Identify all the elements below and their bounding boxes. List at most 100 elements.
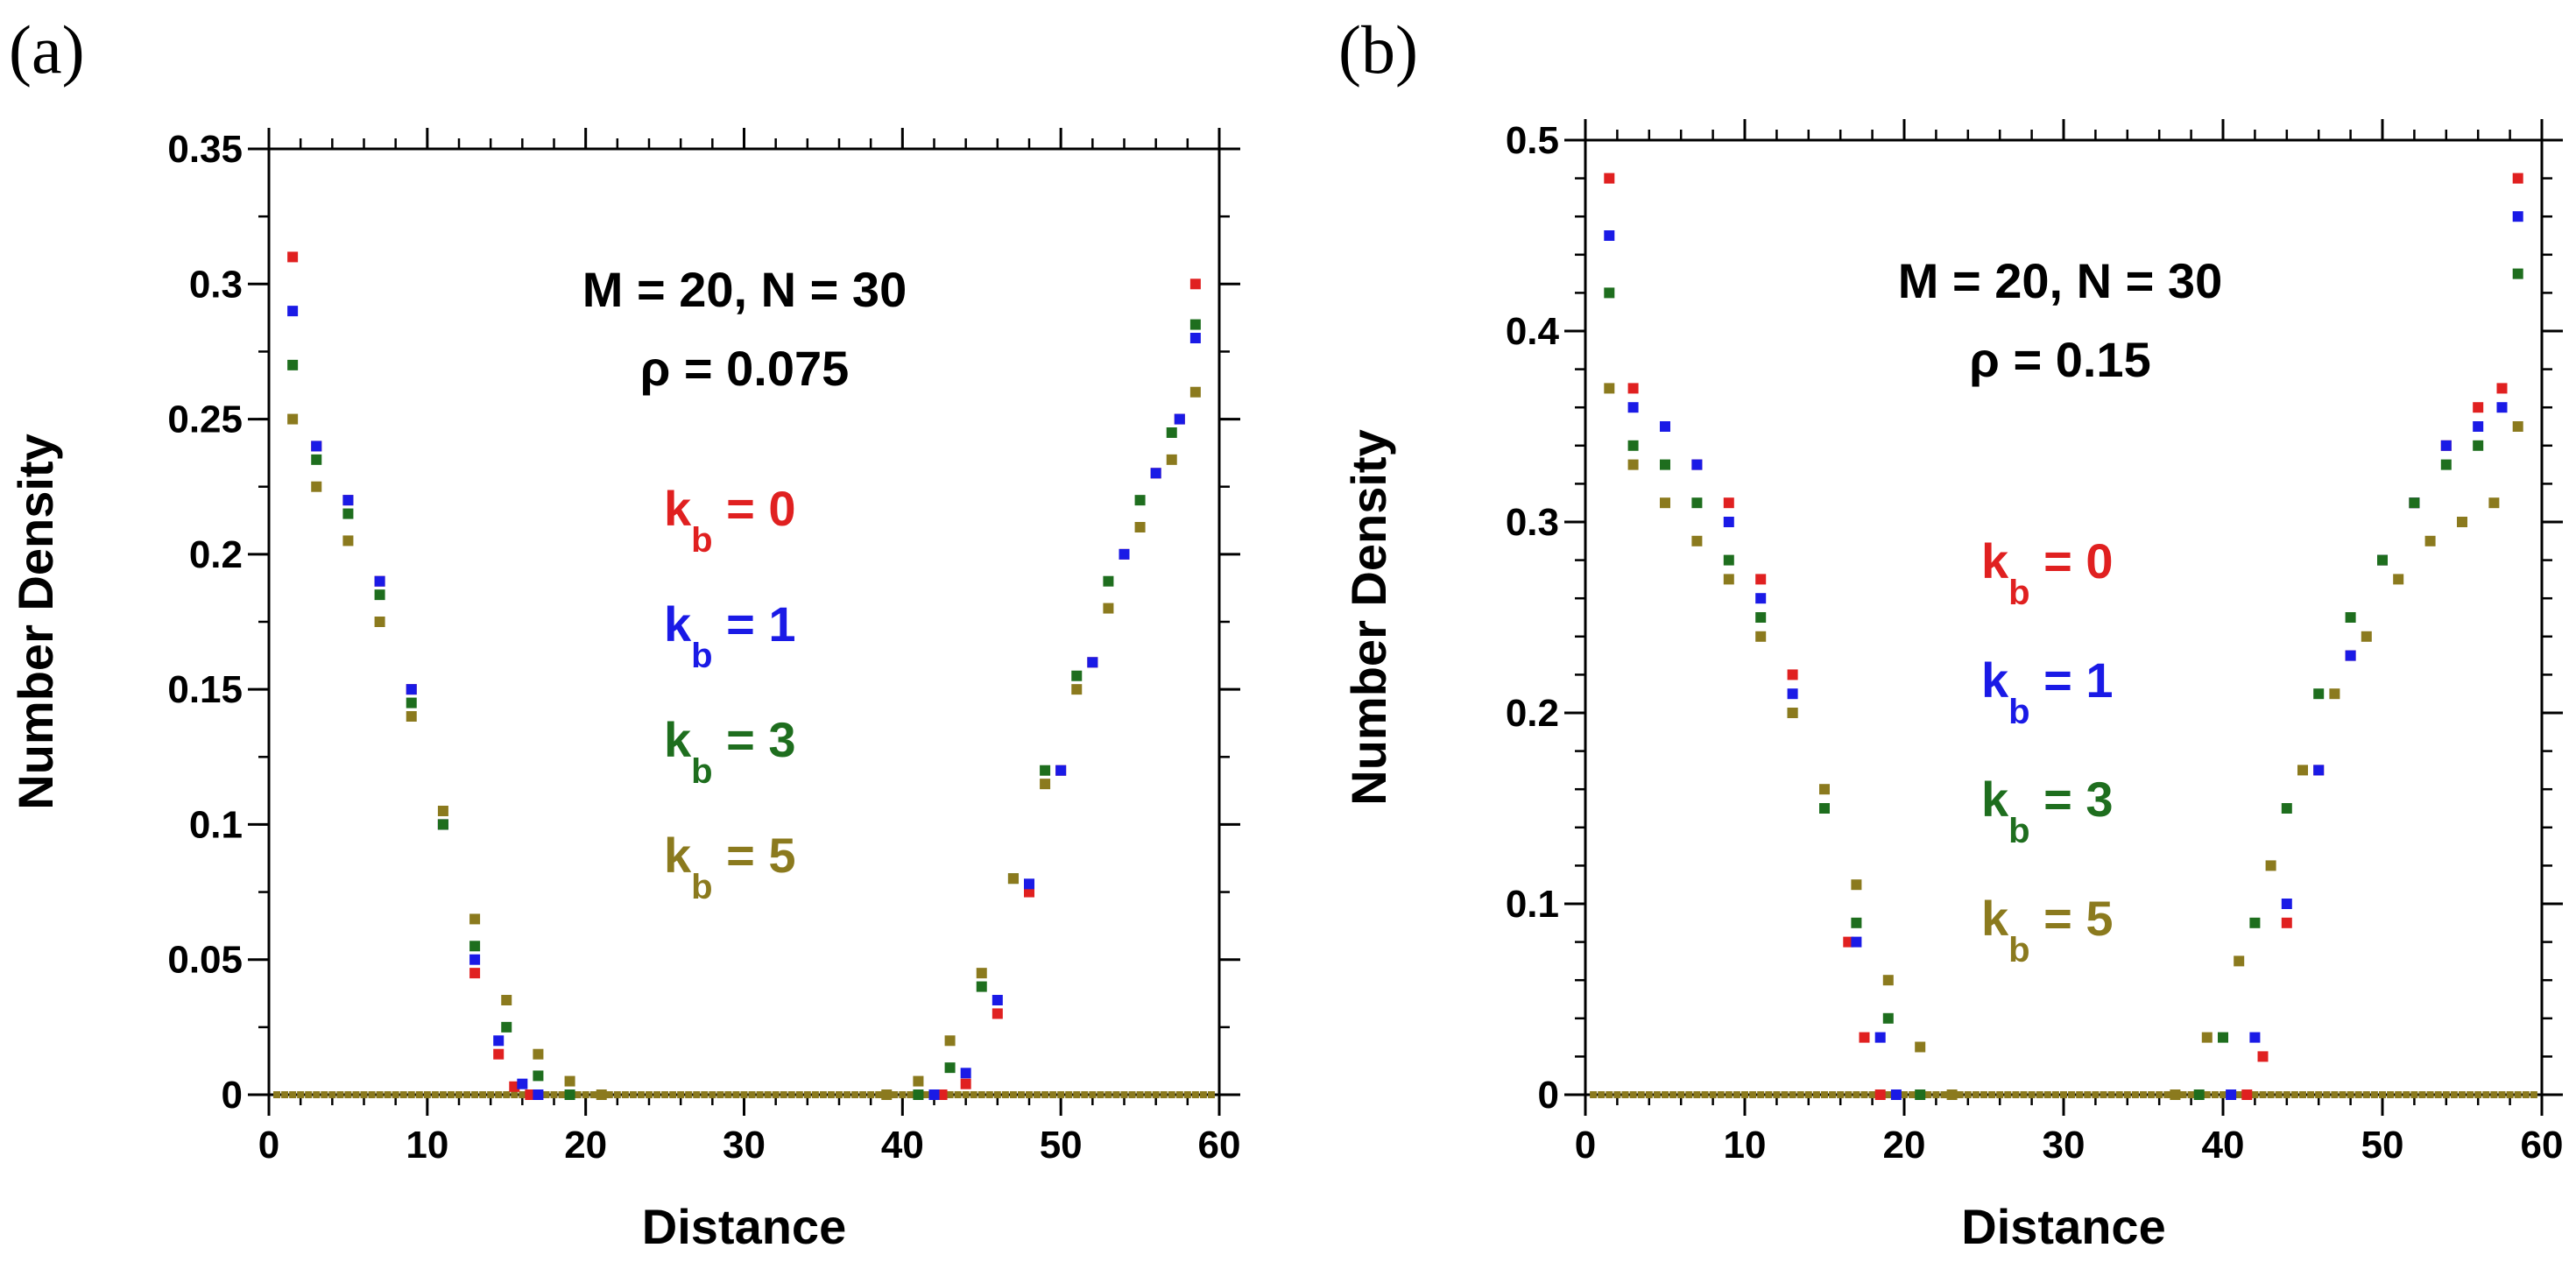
x-tick-label: 60 <box>2521 1124 2564 1167</box>
baseline-point <box>1621 1091 1629 1098</box>
baseline-point <box>2362 1091 2370 1098</box>
baseline-point <box>376 1091 384 1098</box>
legend-value: = 1 <box>2030 652 2114 708</box>
baseline-point <box>2251 1091 2259 1098</box>
baseline-point <box>1613 1091 1621 1098</box>
data-point <box>2512 268 2523 279</box>
baseline-point <box>1009 1091 1017 1098</box>
y-tick-label: 0.2 <box>1506 692 1559 735</box>
baseline-point <box>415 1091 423 1098</box>
series-3-points <box>1604 268 2523 1100</box>
data-point <box>2201 1032 2213 1043</box>
baseline-point <box>455 1091 462 1098</box>
data-point <box>1087 657 1098 668</box>
legend-k: k <box>664 828 692 883</box>
data-point <box>881 1089 893 1100</box>
x-axis-title: Distance <box>1961 1199 2165 1254</box>
data-point <box>533 1070 544 1082</box>
data-point <box>469 954 481 965</box>
legend-k: k <box>1981 533 2009 589</box>
baseline-point <box>732 1091 740 1098</box>
x-tick-label: 0 <box>258 1124 279 1167</box>
baseline-point <box>550 1091 558 1098</box>
baseline-point <box>273 1091 281 1098</box>
legend-entry: kb = 1 <box>1981 652 2114 731</box>
baseline-point <box>2506 1091 2514 1098</box>
data-point <box>525 1089 536 1100</box>
baseline-point <box>574 1091 582 1098</box>
data-point <box>2393 574 2404 585</box>
data-point <box>1819 803 1830 814</box>
data-point <box>311 441 322 452</box>
baseline-point <box>1717 1091 1725 1098</box>
data-point <box>2226 1089 2237 1100</box>
annotation-density: ρ = 0.075 <box>640 341 850 396</box>
baseline-point <box>1097 1091 1105 1098</box>
baseline-point <box>2418 1091 2426 1098</box>
data-point <box>976 981 987 992</box>
baseline-point <box>2012 1091 2020 1098</box>
baseline-point <box>827 1091 835 1098</box>
baseline-point <box>1821 1091 1828 1098</box>
baseline-point <box>1105 1091 1112 1098</box>
y-tick-label: 0.3 <box>189 263 243 306</box>
baseline-point <box>2370 1091 2378 1098</box>
data-point <box>1103 603 1114 614</box>
legend-k: k <box>1981 652 2009 708</box>
baseline-point <box>1741 1091 1748 1098</box>
data-point <box>2512 421 2523 432</box>
data-point <box>1915 1089 1926 1100</box>
data-point <box>374 575 385 587</box>
data-point <box>2457 517 2467 527</box>
data-point <box>1874 1089 1886 1100</box>
data-point <box>1660 497 1670 509</box>
data-point <box>501 995 512 1005</box>
baseline-point <box>1041 1091 1049 1098</box>
baseline-point <box>1144 1091 1152 1098</box>
baseline-point <box>1017 1091 1025 1098</box>
x-tick-label: 60 <box>1198 1124 1241 1167</box>
baseline-point <box>613 1091 621 1098</box>
baseline-point <box>922 1091 930 1098</box>
baseline-point <box>336 1091 344 1098</box>
baseline-point <box>946 1091 954 1098</box>
data-point <box>960 1078 971 1089</box>
baseline-point <box>1629 1091 1637 1098</box>
data-point <box>1627 459 1639 470</box>
baseline-point <box>1207 1091 1215 1098</box>
baseline-point <box>368 1091 376 1098</box>
legend-value: = 0 <box>2030 533 2114 589</box>
baseline-point <box>1901 1091 1908 1098</box>
baseline-point <box>2259 1091 2267 1098</box>
baseline-point <box>2051 1091 2059 1098</box>
data-point <box>469 968 481 979</box>
baseline-point <box>1057 1091 1065 1098</box>
data-point <box>437 806 448 816</box>
baseline-point <box>1693 1091 1701 1098</box>
baseline-point <box>1796 1091 1804 1098</box>
legend-value: = 5 <box>2030 891 2114 946</box>
baseline-point <box>2474 1091 2482 1098</box>
baseline-point <box>582 1091 589 1098</box>
legend-subscript: b <box>691 521 712 560</box>
data-point <box>2313 765 2325 776</box>
baseline-point <box>392 1091 399 1098</box>
baseline-point <box>1677 1091 1685 1098</box>
data-point <box>2329 688 2340 700</box>
panel-label-b: (b) <box>1338 11 1418 88</box>
x-tick-label: 20 <box>564 1124 607 1167</box>
baseline-point <box>1128 1091 1136 1098</box>
baseline-point <box>2163 1091 2171 1098</box>
baseline-point <box>2267 1091 2275 1098</box>
baseline-point <box>1884 1091 1892 1098</box>
data-point <box>2249 1032 2261 1043</box>
data-point <box>1627 383 1639 394</box>
legend-k: k <box>664 596 692 652</box>
x-tick-label: 10 <box>1724 1124 1767 1167</box>
baseline-point <box>1964 1091 1972 1098</box>
legend-subscript: b <box>691 868 712 906</box>
baseline-point <box>2347 1091 2354 1098</box>
baseline-point <box>1160 1091 1168 1098</box>
y-tick-label: 0 <box>222 1074 243 1117</box>
data-point <box>1166 454 1177 465</box>
